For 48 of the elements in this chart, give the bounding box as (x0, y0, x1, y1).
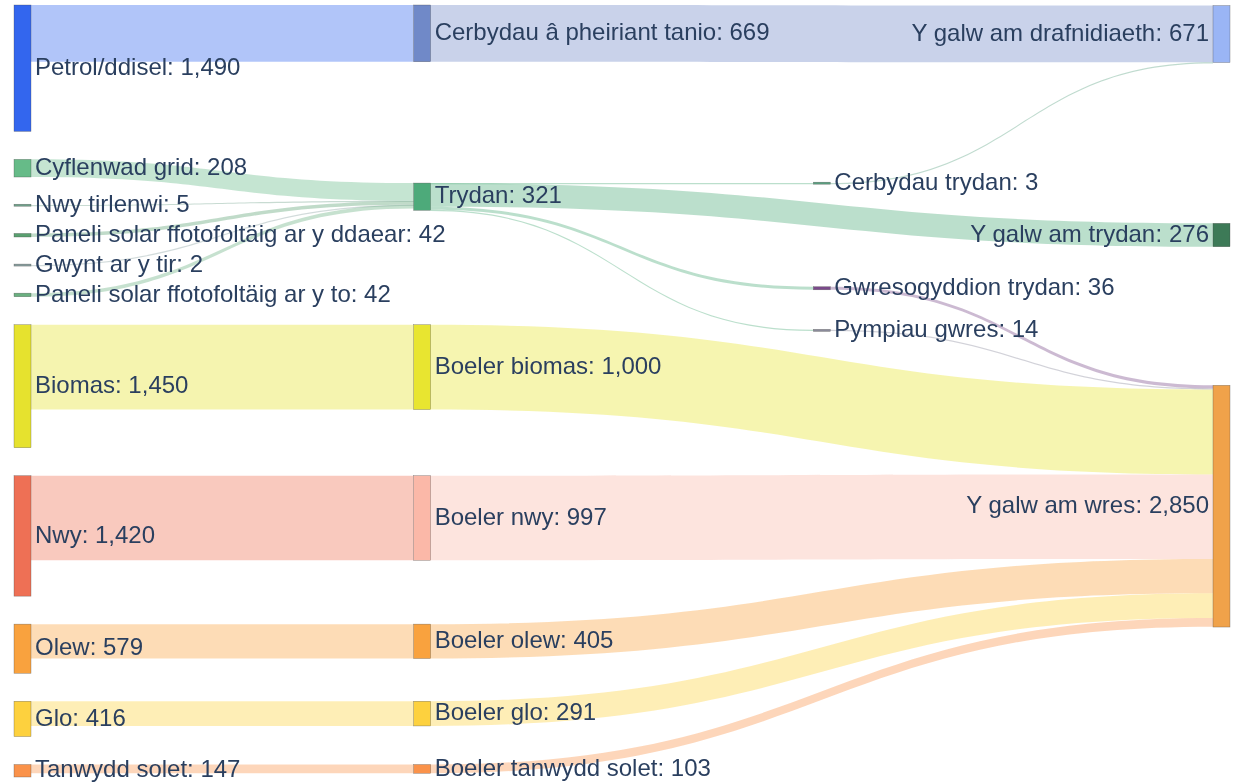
category-label: Boeler olew (434, 625, 561, 653)
category-label: Boeler biomas (434, 351, 589, 379)
data-label: : 321 (508, 181, 562, 209)
data-label: : 671 (1155, 18, 1210, 46)
category-label: Trydan (434, 181, 509, 209)
data-label: : 1,000 (588, 351, 662, 379)
category-label: Cyflenwad grid (35, 152, 194, 180)
data-label: : 416 (72, 703, 126, 731)
data-label: : 42 (350, 279, 391, 307)
data-label: : 579 (89, 633, 144, 661)
data-label: : 405 (560, 625, 614, 653)
category-label: Tanwydd solet (35, 755, 188, 782)
data-label: : 2,850 (1135, 490, 1210, 518)
category-label: Nwy tirlenwi (35, 189, 164, 217)
data-label: : 669 (716, 17, 770, 45)
category-label: Pympiau gwres (834, 315, 999, 342)
category-label: Cerbydau trydan (834, 167, 1012, 195)
data-label: : 2 (176, 249, 204, 277)
data-label: : 42 (405, 219, 446, 247)
category-label: Glo (35, 703, 73, 731)
category-label: Paneli solar ffotofoltäig ar y ddaear (35, 219, 406, 247)
category-label: Olew (35, 633, 91, 661)
data-label: : 14 (998, 315, 1039, 342)
category-label: Nwy (35, 520, 82, 548)
category-label: Cerbydau â pheiriant tanio (434, 17, 717, 45)
data-label: : 1,450 (115, 370, 189, 398)
category-label: Boeler nwy (434, 502, 554, 530)
data-label: : 276 (1155, 219, 1210, 247)
data-label: : 5 (163, 189, 190, 217)
category-label: Boeler glo (434, 698, 543, 726)
category-label: Y galw am drafnidiaeth (911, 18, 1156, 46)
category-label: Petrol/ddisel (35, 52, 168, 80)
category-label: Gwynt ar y tir (35, 249, 177, 277)
category-label: Boeler tanwydd solet (434, 753, 658, 781)
data-label: : 103 (657, 753, 711, 781)
category-label: Biomas (35, 370, 116, 398)
data-label: : 1,490 (167, 52, 241, 80)
data-label: : 997 (553, 502, 607, 530)
data-label: : 36 (1074, 272, 1115, 300)
data-label: : 291 (542, 698, 597, 726)
data-label: : 1,420 (81, 520, 156, 548)
category-label: Y galw am trydan (970, 219, 1156, 247)
category-label: Paneli solar ffotofoltäig ar y to (35, 279, 351, 307)
category-label: Y galw am wres (966, 490, 1136, 518)
data-label: : 3 (1011, 167, 1039, 195)
data-label: : 208 (193, 152, 248, 180)
category-label: Gwresogyddion trydan (834, 272, 1075, 300)
data-label: : 147 (187, 755, 241, 782)
